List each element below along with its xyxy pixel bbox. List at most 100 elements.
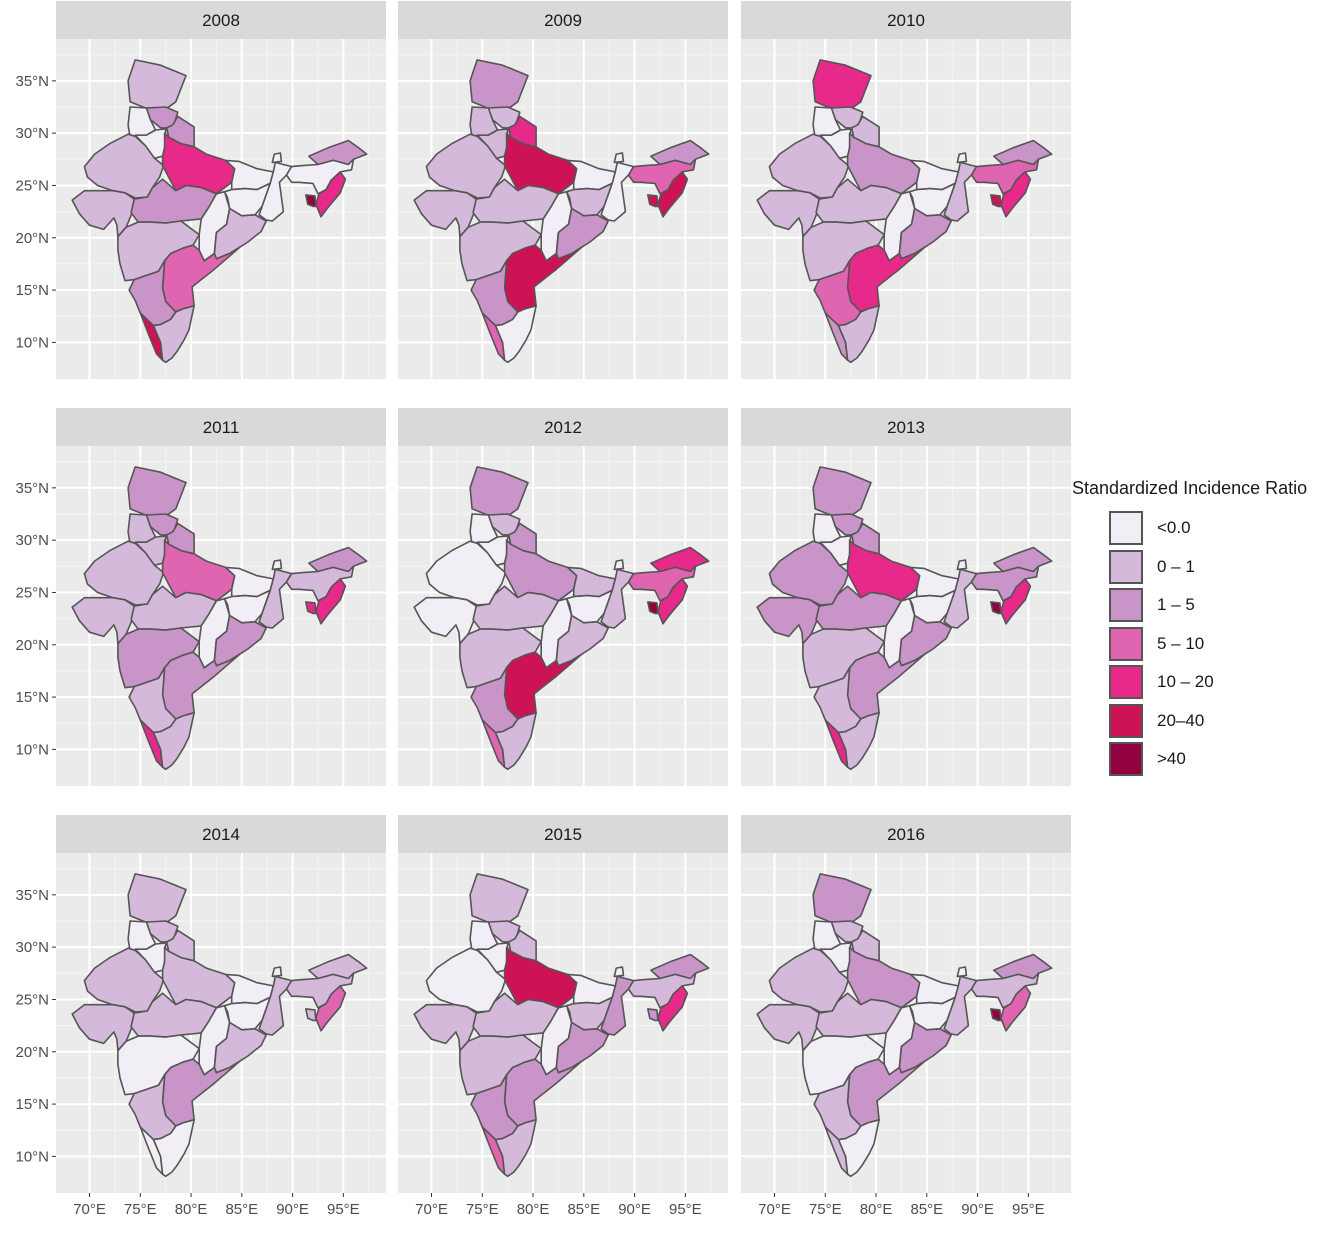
facet-2014: 2014 35°N 30°N 25°N 20°N 15°N 10°N 70°E 75°E 80°E… xyxy=(15,815,386,1218)
x-tick-label: 90°E xyxy=(618,1201,651,1218)
state-tamil-nadu xyxy=(494,304,537,364)
state-rajasthan xyxy=(425,947,507,1013)
facet-strip xyxy=(398,1,728,39)
state-tripura xyxy=(304,194,317,208)
legend-label: 5 – 10 xyxy=(1157,633,1205,653)
state-west-bengal xyxy=(258,161,293,222)
x-tick-label: 75°E xyxy=(809,1201,842,1218)
facet-title: 2012 xyxy=(544,418,582,437)
state-tripura xyxy=(646,1008,659,1022)
state-rajasthan xyxy=(83,133,165,199)
x-tick-label: 95°E xyxy=(1012,1201,1045,1218)
x-tick-label: 70°E xyxy=(758,1201,791,1218)
facet-title: 2009 xyxy=(544,11,582,30)
legend-item: 0 – 1 xyxy=(1072,548,1332,587)
y-tick-label: 15°N xyxy=(15,1096,49,1113)
state-uttar-pradesh xyxy=(846,946,921,1009)
y-tick-label: 35°N xyxy=(15,73,49,90)
legend-key xyxy=(1109,511,1143,546)
y-tick-label: 25°N xyxy=(15,177,49,194)
y-tick-label: 30°N xyxy=(15,939,49,956)
state-nagaland-manipur-mizoram xyxy=(1000,578,1032,625)
state-rajasthan xyxy=(83,947,165,1013)
y-tick-label: 15°N xyxy=(15,282,49,299)
legend: Standardized Incidence Ratio <0.0 0 – 1 … xyxy=(1072,478,1332,779)
state-tamil-nadu xyxy=(837,304,880,364)
facet-2009: 2009 xyxy=(398,1,728,379)
state-sikkim xyxy=(271,152,283,164)
legend-item: >40 xyxy=(1072,740,1332,779)
state-west-bengal xyxy=(600,161,635,222)
state-nagaland-manipur-mizoram xyxy=(1000,985,1032,1032)
state-nagaland-manipur-mizoram xyxy=(315,578,347,625)
legend-label: >40 xyxy=(1157,749,1186,769)
legend-label: 20–40 xyxy=(1157,710,1205,730)
facet-strip xyxy=(56,408,386,446)
state-west-bengal xyxy=(943,975,978,1036)
legend-title: Standardized Incidence Ratio xyxy=(1072,478,1308,498)
state-nagaland-manipur-mizoram xyxy=(657,171,689,218)
x-tick-label: 75°E xyxy=(124,1201,157,1218)
state-sikkim xyxy=(271,559,283,571)
facet-strip xyxy=(56,1,386,39)
state-west-bengal xyxy=(258,975,293,1036)
facet-strip xyxy=(398,815,728,853)
facet-title: 2015 xyxy=(544,825,582,844)
state-sikkim xyxy=(956,152,968,164)
facet-2010: 2010 xyxy=(741,1,1071,379)
legend-key xyxy=(1109,549,1143,584)
facet-strip xyxy=(56,815,386,853)
y-tick-label: 30°N xyxy=(15,125,49,142)
state-uttar-pradesh xyxy=(503,946,578,1009)
state-west-bengal xyxy=(600,975,635,1036)
state-uttar-pradesh xyxy=(503,539,578,602)
state-nagaland-manipur-mizoram xyxy=(657,578,689,625)
facet-title: 2016 xyxy=(887,825,925,844)
state-rajasthan xyxy=(425,133,507,199)
facet-2013: 2013 xyxy=(741,408,1071,786)
state-uttar-pradesh xyxy=(503,132,578,195)
state-sikkim xyxy=(613,152,625,164)
state-uttar-pradesh xyxy=(846,539,921,602)
y-tick-label: 10°N xyxy=(15,334,49,351)
legend-item: 10 – 20 xyxy=(1072,663,1332,702)
legend-key xyxy=(1109,665,1143,700)
x-tick-label: 80°E xyxy=(175,1201,208,1218)
state-tamil-nadu xyxy=(152,711,195,771)
x-tick-label: 75°E xyxy=(466,1201,499,1218)
legend-item: <0.0 xyxy=(1072,509,1332,548)
state-tripura xyxy=(989,194,1002,208)
state-nagaland-manipur-mizoram xyxy=(315,985,347,1032)
legend-key xyxy=(1109,703,1143,738)
x-tick-label: 95°E xyxy=(669,1201,702,1218)
state-tripura xyxy=(989,1008,1002,1022)
state-tamil-nadu xyxy=(837,711,880,771)
y-tick-label: 20°N xyxy=(15,230,49,247)
state-nagaland-manipur-mizoram xyxy=(657,985,689,1032)
state-rajasthan xyxy=(768,947,850,1013)
y-tick-label: 35°N xyxy=(15,887,49,904)
y-tick-label: 35°N xyxy=(15,480,49,497)
state-rajasthan xyxy=(768,540,850,606)
facet-title: 2014 xyxy=(202,825,240,844)
state-rajasthan xyxy=(425,540,507,606)
y-tick-label: 10°N xyxy=(15,1148,49,1165)
state-uttar-pradesh xyxy=(161,539,236,602)
facet-strip xyxy=(398,408,728,446)
facet-2011: 2011 35°N 30°N 25°N 20°N 15°N 10°N xyxy=(15,408,386,786)
state-tamil-nadu xyxy=(837,1119,880,1178)
legend-item: 5 – 10 xyxy=(1072,625,1332,664)
facet-2015: 2015 70°E 75°E 80°E 85°E 90°E 95°E xyxy=(398,815,728,1218)
facet-strip xyxy=(741,815,1071,853)
state-uttar-pradesh xyxy=(161,946,236,1009)
x-tick-label: 85°E xyxy=(567,1201,600,1218)
legend-label: 0 – 1 xyxy=(1157,556,1195,576)
state-tamil-nadu xyxy=(494,711,537,771)
state-west-bengal xyxy=(943,161,978,222)
state-sikkim xyxy=(613,559,625,571)
facet-title: 2011 xyxy=(203,418,240,437)
facet-2008: 2008 35°N 30°N 25°N 20°N 15°N 10°N xyxy=(15,1,386,379)
x-tick-label: 85°E xyxy=(225,1201,258,1218)
state-tripura xyxy=(646,601,659,615)
